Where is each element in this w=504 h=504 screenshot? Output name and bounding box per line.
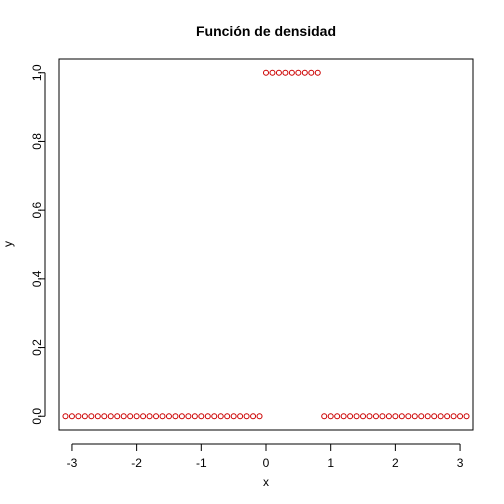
data-point (392, 413, 399, 420)
data-point (204, 413, 211, 420)
data-point (159, 413, 166, 420)
data-point (288, 69, 295, 76)
data-point (418, 413, 425, 420)
x-tick-label: 2 (392, 456, 399, 470)
y-axis-label: y (1, 241, 15, 247)
data-point (308, 69, 315, 76)
data-point (250, 413, 257, 420)
data-point (68, 413, 75, 420)
data-point (243, 413, 250, 420)
data-point (295, 69, 302, 76)
data-point (431, 413, 438, 420)
data-point (178, 413, 185, 420)
data-point (256, 413, 263, 420)
data-point (101, 413, 108, 420)
data-point (185, 413, 192, 420)
data-point (107, 413, 114, 420)
data-point (140, 413, 147, 420)
x-axis: -3 -2 -1 0 1 2 3 (67, 443, 464, 470)
data-point (405, 413, 412, 420)
x-tick-label: 1 (327, 456, 334, 470)
data-point (211, 413, 218, 420)
data-point (411, 413, 418, 420)
x-tick-label: -1 (196, 456, 207, 470)
data-point (94, 413, 101, 420)
data-point (88, 413, 95, 420)
data-point (120, 413, 127, 420)
data-point (372, 413, 379, 420)
data-point (444, 413, 451, 420)
data-point (457, 413, 464, 420)
data-point (385, 413, 392, 420)
data-point (301, 69, 308, 76)
x-tick-label: 3 (457, 456, 464, 470)
y-tick-label: 0.0 (30, 408, 44, 425)
y-axis: 0.0 0.2 0.4 0.6 0.8 1.0 (30, 64, 46, 425)
data-point (269, 69, 276, 76)
x-tick-label: -2 (131, 456, 142, 470)
data-point (398, 413, 405, 420)
y-tick-label: 0.6 (30, 201, 44, 218)
data-point (340, 413, 347, 420)
y-tick-label: 0.2 (30, 339, 44, 356)
y-tick-label: 0.8 (30, 133, 44, 150)
data-point (437, 413, 444, 420)
data-point (62, 413, 69, 420)
data-point (81, 413, 88, 420)
data-point (172, 413, 179, 420)
data-point (360, 413, 367, 420)
data-point (347, 413, 354, 420)
data-point (198, 413, 205, 420)
data-point (146, 413, 153, 420)
data-point (237, 413, 244, 420)
data-point (127, 413, 134, 420)
y-tick-label: 0.4 (30, 270, 44, 287)
data-point (133, 413, 140, 420)
data-point (224, 413, 231, 420)
data-point (114, 413, 121, 420)
plot-frame (58, 58, 474, 431)
x-tick-label: 0 (263, 456, 270, 470)
data-point (379, 413, 386, 420)
data-point (463, 413, 470, 420)
data-point (75, 413, 82, 420)
y-tick-label: 1.0 (30, 64, 44, 81)
data-point (353, 413, 360, 420)
data-point (424, 413, 431, 420)
data-point (263, 69, 269, 76)
data-point (165, 413, 172, 420)
data-point (327, 413, 334, 420)
data-point (366, 413, 373, 420)
data-point (230, 413, 237, 420)
data-point (275, 69, 282, 76)
x-tick-label: -3 (67, 456, 78, 470)
data-point (217, 413, 224, 420)
data-point (153, 413, 160, 420)
data-points (62, 69, 470, 420)
x-axis-label: x (263, 475, 269, 489)
chart-title: Función de densidad (196, 23, 336, 39)
data-point (282, 69, 289, 76)
data-point (450, 413, 457, 420)
data-point (191, 413, 198, 420)
data-point (321, 413, 328, 420)
data-point (334, 413, 341, 420)
data-point (314, 69, 321, 76)
